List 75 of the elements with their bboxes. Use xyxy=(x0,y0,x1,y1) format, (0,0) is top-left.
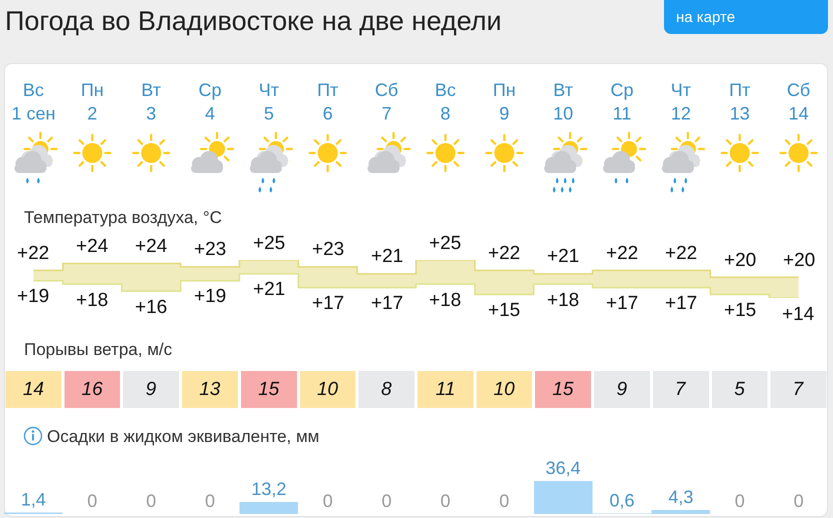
data-label: +17 xyxy=(371,293,404,314)
data-label: 0,6 xyxy=(609,490,635,510)
data-label: +18 xyxy=(429,290,462,311)
x-tick-label: Пн 9 xyxy=(492,80,516,124)
data-label: 1,4 xyxy=(20,490,46,510)
data-label: +20 xyxy=(724,250,756,271)
map-button: на карте xyxy=(664,0,828,34)
data-label: 5 xyxy=(734,379,746,400)
data-label: 8 xyxy=(381,379,392,400)
data-label: 10 xyxy=(494,379,516,400)
data-label: +21 xyxy=(253,279,286,300)
data-label: +21 xyxy=(547,246,580,267)
chart-title: Осадки в жидком эквиваленте, мм xyxy=(47,426,320,446)
data-label: 9 xyxy=(616,379,628,400)
data-label: +25 xyxy=(429,233,462,254)
data-label: 36,4 xyxy=(546,458,581,478)
data-label: 7 xyxy=(792,379,805,400)
data-label: 7 xyxy=(674,379,687,400)
x-tick-label: Пт 6 xyxy=(317,80,338,124)
data-label: 10 xyxy=(316,379,338,400)
x-tick-label: Пн 2 xyxy=(80,80,104,124)
data-label: +18 xyxy=(76,290,108,311)
data-label: +20 xyxy=(783,250,816,271)
data-label: +15 xyxy=(488,300,520,321)
data-label: +19 xyxy=(17,286,50,307)
x-tick-label: Пт 13 xyxy=(729,80,750,124)
data-label: 4,3 xyxy=(668,487,694,508)
data-label: 11 xyxy=(436,379,456,400)
data-label: 0 xyxy=(794,491,804,511)
data-label: +19 xyxy=(194,286,226,307)
x-tick-label: Вт 10 xyxy=(553,80,574,124)
x-tick-label: Сб 14 xyxy=(786,80,810,124)
x-tick-label: Вс 8 xyxy=(434,80,456,124)
data-label: 16 xyxy=(82,379,104,400)
chart-title: Температура воздуха, °C xyxy=(24,208,222,227)
data-label: +24 xyxy=(135,236,168,257)
x-tick-label: Вт 3 xyxy=(141,80,161,124)
data-label: 0 xyxy=(322,491,333,511)
data-label: 0 xyxy=(499,491,510,511)
data-label: 0 xyxy=(204,491,216,511)
data-label: 15 xyxy=(258,379,280,400)
data-label: +14 xyxy=(782,304,815,325)
data-label: +21 xyxy=(371,246,404,267)
bar xyxy=(240,502,298,514)
x-tick-label: Чт 5 xyxy=(258,80,279,124)
x-tick-label: Вс 1 сен xyxy=(11,80,56,124)
data-label: 9 xyxy=(146,379,157,400)
data-label: +24 xyxy=(76,236,109,257)
data-label: +22 xyxy=(665,243,698,264)
x-tick-label: Сб 7 xyxy=(374,80,398,124)
data-label: +23 xyxy=(312,239,344,260)
data-label: +23 xyxy=(194,239,226,260)
data-label: +15 xyxy=(724,300,756,321)
data-label: +17 xyxy=(606,293,638,314)
data-label: 14 xyxy=(22,379,44,400)
data-label: +18 xyxy=(547,290,580,311)
data-label: +22 xyxy=(488,243,520,264)
text: Погода во Владивостоке на две недели xyxy=(5,5,502,38)
data-label: +16 xyxy=(135,297,168,318)
data-label: 13 xyxy=(199,379,221,400)
data-label: 13,2 xyxy=(251,479,286,500)
x-tick-label: Чт 12 xyxy=(670,80,691,124)
x-tick-label: Ср 11 xyxy=(610,80,634,124)
x-tick-label: Ср 4 xyxy=(198,80,222,124)
data-label: +22 xyxy=(17,243,50,264)
data-label: +17 xyxy=(665,293,698,314)
data-label: 0 xyxy=(87,491,98,511)
data-label: 0 xyxy=(734,491,745,511)
data-label: +17 xyxy=(312,293,344,314)
data-label: +25 xyxy=(253,233,286,254)
data-label: 0 xyxy=(382,491,392,511)
data-label: 0 xyxy=(146,491,156,511)
data-label: 0 xyxy=(440,491,450,511)
data-label: 15 xyxy=(552,379,574,400)
data-label: +22 xyxy=(606,243,638,264)
